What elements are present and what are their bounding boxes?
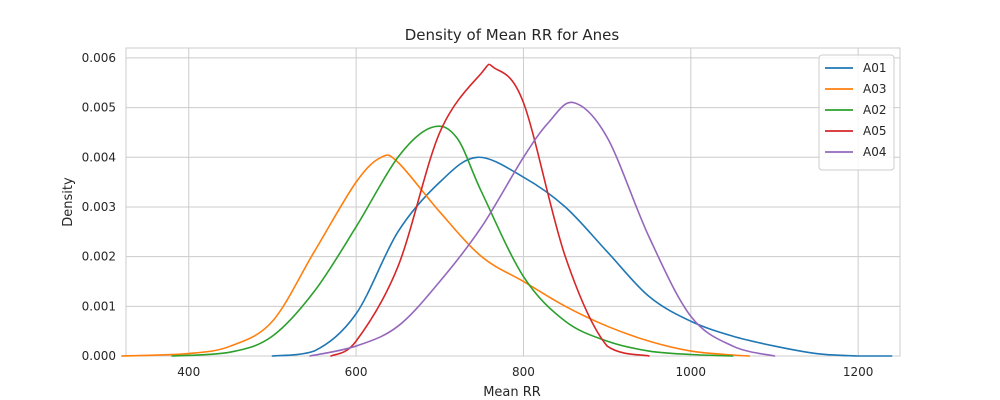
x-tick-label: 1200 (843, 365, 874, 379)
series-line-a03 (121, 154, 751, 357)
plot-area-frame (125, 47, 901, 357)
y-tick-label: 0.002 (82, 250, 116, 264)
y-tick-label: 0.006 (82, 51, 116, 65)
x-tick-label: 1000 (676, 365, 707, 379)
x-tick-label: 400 (177, 365, 200, 379)
series-lines (121, 63, 893, 357)
legend-label-a02: A02 (863, 103, 886, 117)
x-axis-label: Mean RR (483, 385, 541, 400)
legend-label-a01: A01 (863, 61, 886, 75)
x-tick-label: 800 (512, 365, 535, 379)
series-line-a01 (271, 156, 893, 357)
chart-title: Density of Mean RR for Anes (405, 26, 620, 44)
series-line-a05 (330, 63, 650, 357)
legend: A01 A03 A02 A05 A04 (818, 54, 895, 171)
y-tick-label: 0.004 (82, 150, 116, 164)
y-tick-labels: 0.000 0.001 0.002 0.003 0.004 0.005 0.006 (82, 51, 116, 363)
legend-box (818, 54, 895, 171)
series-line-a04 (309, 101, 776, 357)
grid (126, 48, 900, 357)
y-axis-label: Density (61, 177, 76, 227)
y-tick-label: 0.005 (82, 101, 116, 115)
y-tick-label: 0.000 (82, 349, 116, 363)
legend-label-a05: A05 (863, 124, 886, 138)
x-tick-label: 600 (345, 365, 368, 379)
y-tick-label: 0.003 (82, 200, 116, 214)
y-tick-label: 0.001 (82, 299, 116, 313)
series-line-a02 (171, 125, 734, 357)
x-tick-labels: 400 600 800 1000 1200 (177, 365, 873, 379)
legend-label-a03: A03 (863, 82, 886, 96)
legend-label-a04: A04 (863, 145, 886, 159)
